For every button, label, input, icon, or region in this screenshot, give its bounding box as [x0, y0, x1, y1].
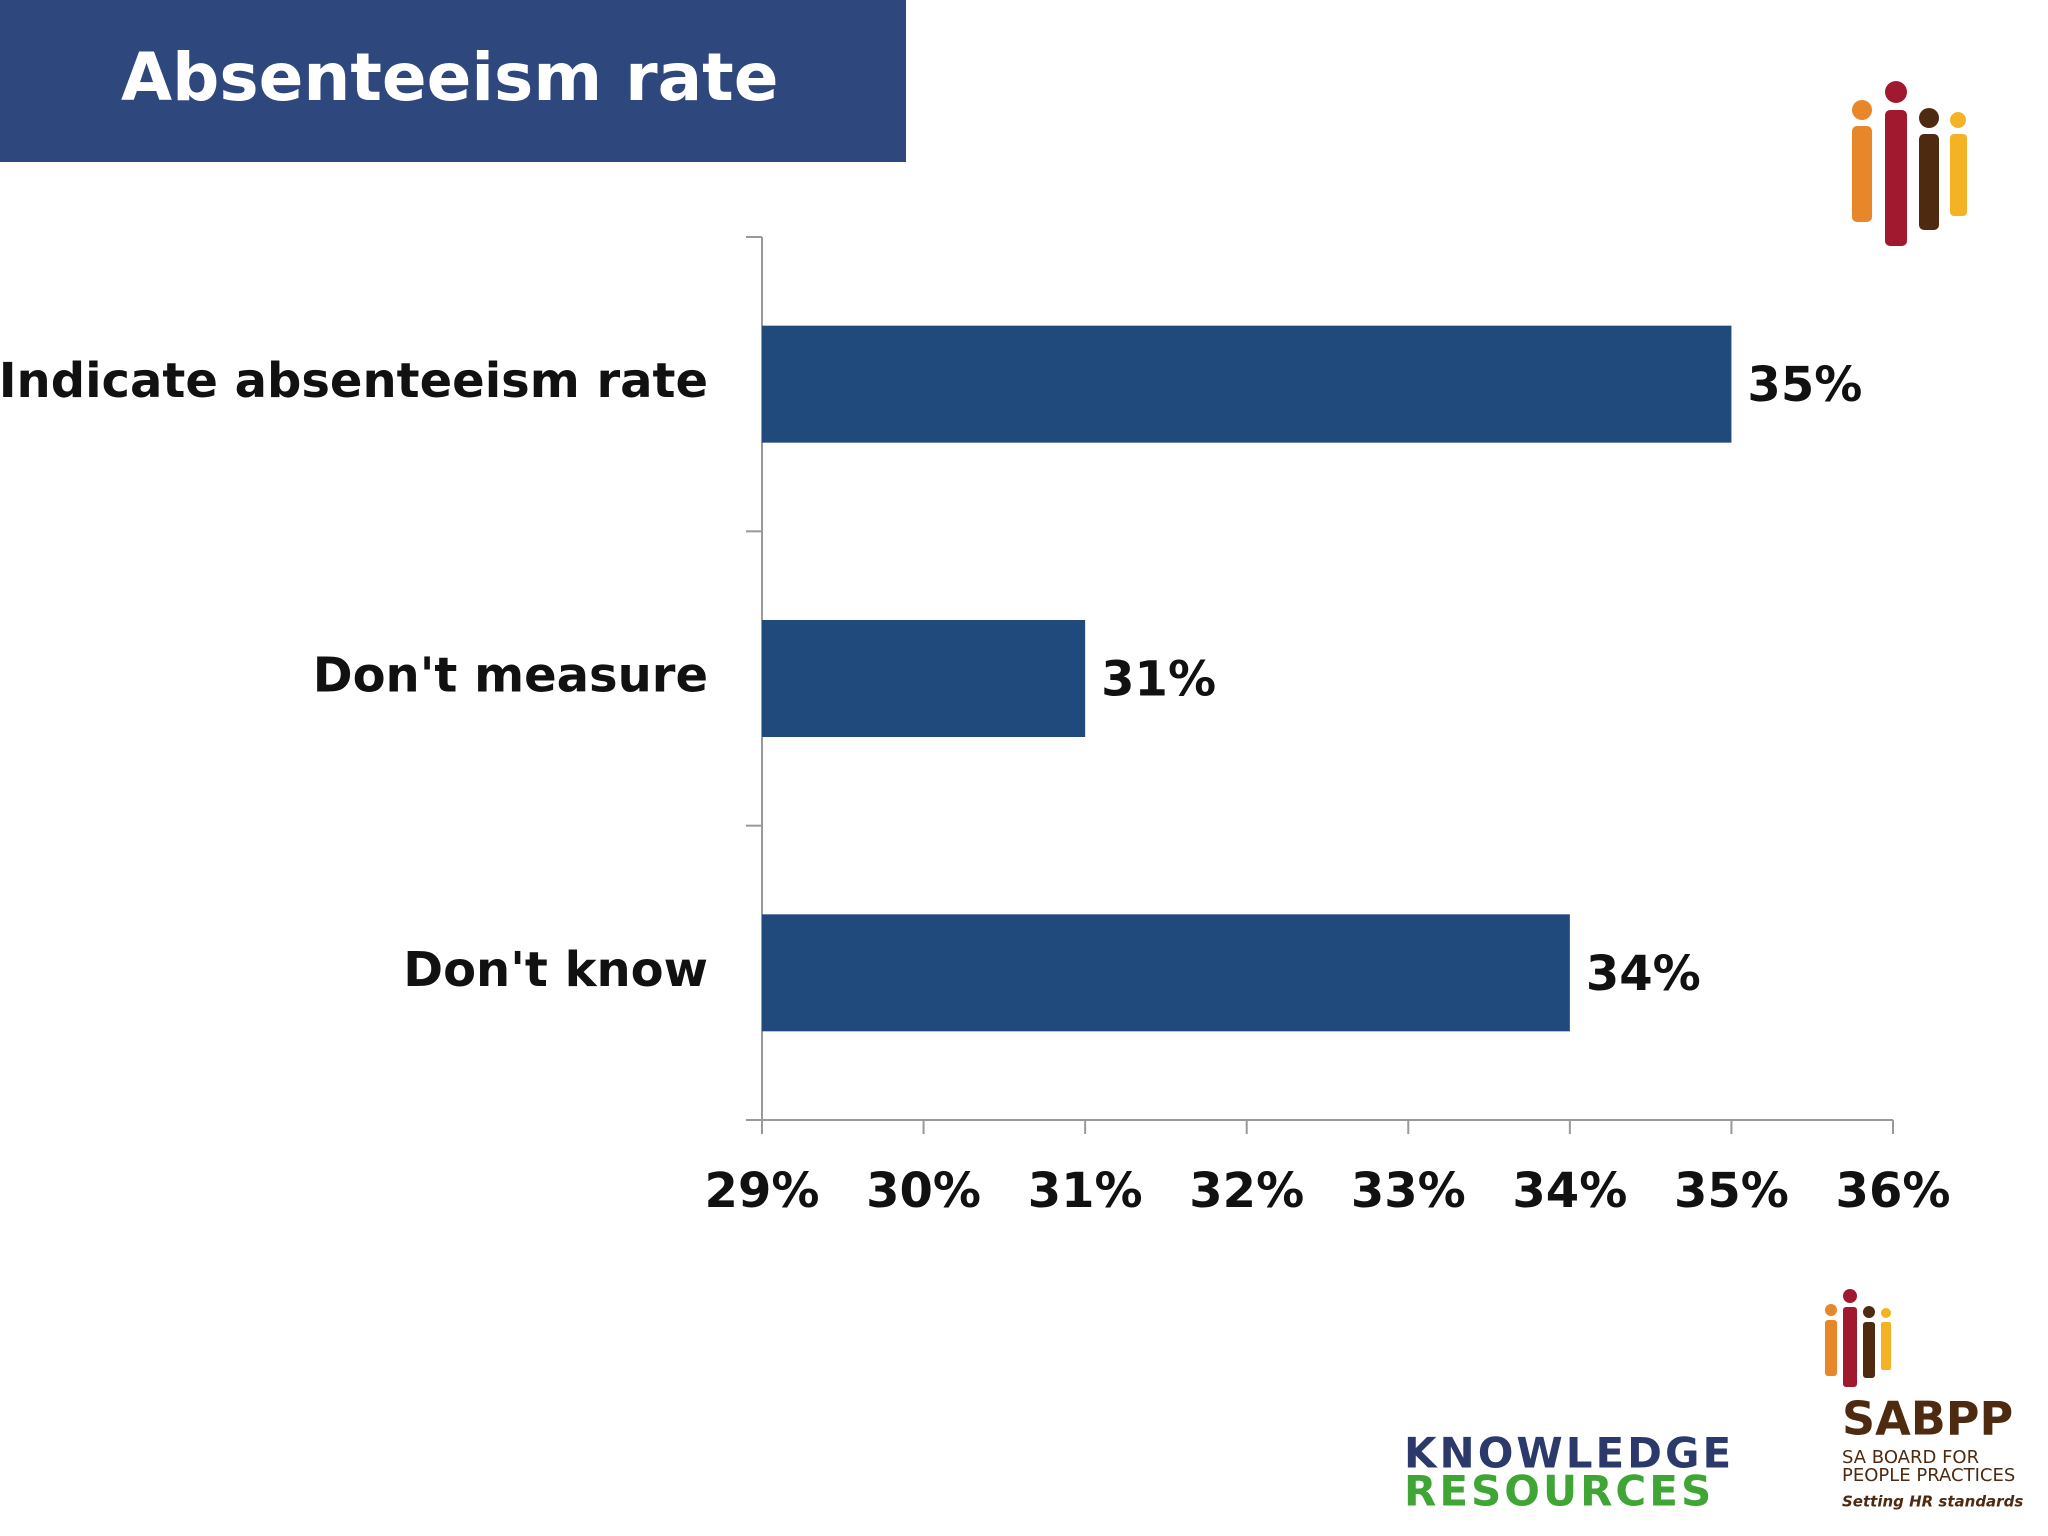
x-tick-label: 29%	[705, 1163, 820, 1219]
logo-text: KNOWLEDGE	[1404, 1429, 1734, 1478]
logo-text: SA BOARD FOR	[1842, 1447, 1979, 1468]
y-tick-label: Don't measure	[313, 648, 708, 704]
y-tick-label: Don't know	[403, 942, 708, 998]
x-tick-label: 36%	[1836, 1163, 1951, 1219]
bar	[762, 325, 1732, 443]
title-bar	[0, 0, 906, 162]
logo-text: RESOURCES	[1404, 1467, 1714, 1516]
x-tick-label: 35%	[1674, 1163, 1789, 1219]
logo-bottom	[1825, 1289, 1891, 1387]
value-label: 34%	[1586, 946, 1701, 1002]
value-label: 31%	[1101, 652, 1216, 708]
logo-text: SABPP	[1842, 1392, 2013, 1446]
chart-title: Absenteeism rate	[121, 39, 779, 116]
x-tick-label: 32%	[1189, 1163, 1304, 1219]
value-label: 35%	[1747, 357, 1862, 413]
bar	[762, 914, 1570, 1032]
logo-top	[1852, 81, 1967, 246]
logo-text: Setting HR standards	[1842, 1493, 2023, 1511]
x-tick-label: 31%	[1028, 1163, 1143, 1219]
x-tick-label: 34%	[1512, 1163, 1627, 1219]
x-tick-label: 33%	[1351, 1163, 1466, 1219]
x-tick-label: 30%	[866, 1163, 981, 1219]
y-tick-label: Indicate absenteeism rate	[0, 353, 708, 409]
logo-text: PEOPLE PRACTICES	[1842, 1465, 2015, 1486]
bar	[762, 620, 1086, 737]
